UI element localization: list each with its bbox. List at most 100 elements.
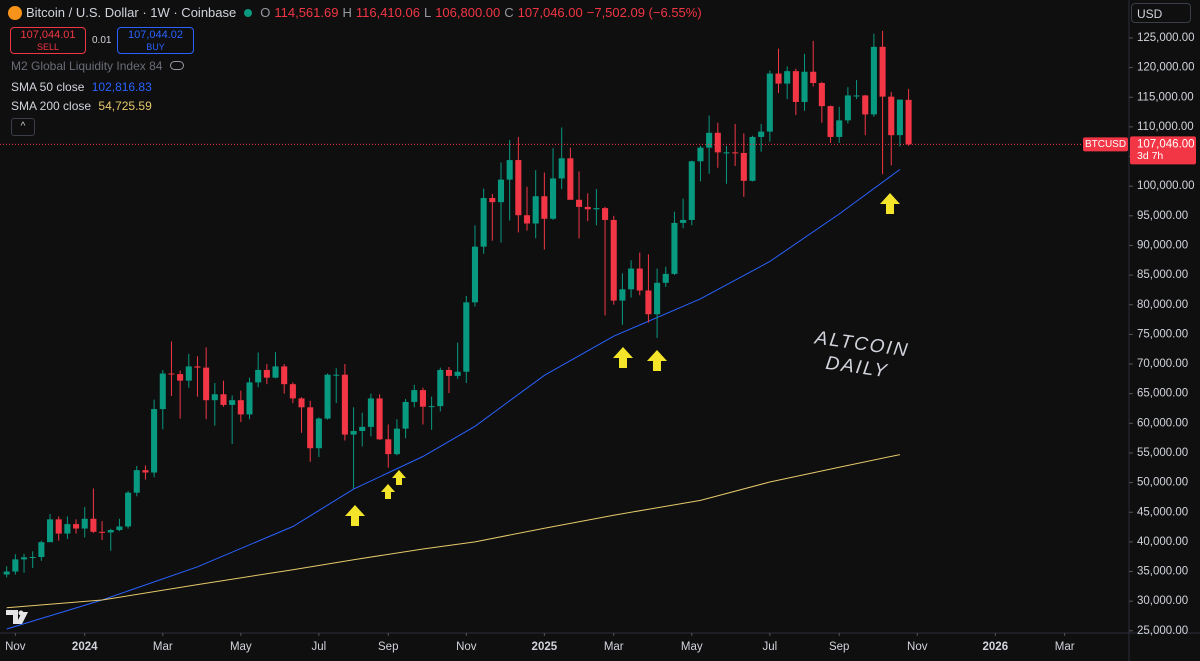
candle-body: [307, 407, 314, 449]
tv-logo: [6, 610, 28, 624]
candle-body: [38, 542, 45, 558]
x-tick-label: 2025: [532, 641, 558, 653]
candle-body: [341, 374, 348, 435]
buy-button[interactable]: 107,044.02 BUY: [117, 27, 194, 54]
arrow: [880, 193, 900, 214]
candle-body: [862, 95, 869, 115]
ohlc-value: 116,410.06: [355, 5, 420, 20]
candle-body: [99, 531, 106, 533]
symbol-title[interactable]: Bitcoin / U.S. Dollar · 1W · Coinbase: [26, 5, 237, 20]
candle-body: [29, 557, 36, 559]
candle-body: [576, 199, 583, 207]
candle-body: [758, 131, 765, 137]
currency-select[interactable]: USD: [1131, 3, 1191, 23]
candle-body: [844, 95, 851, 121]
candle-body: [740, 152, 747, 181]
candle-body: [324, 374, 331, 419]
indicator-row[interactable]: M2 Global Liquidity Index 84: [11, 59, 184, 73]
ohlc-value: 114,561.69: [274, 5, 339, 20]
candle-body: [281, 366, 288, 385]
candle-body: [541, 196, 548, 219]
candle-body: [784, 71, 791, 84]
indicator-value: 54,725.59: [98, 99, 152, 113]
candle-body: [879, 46, 886, 97]
candle-body: [315, 418, 322, 449]
collapse-button[interactable]: ^: [11, 118, 35, 136]
y-tick-label: 100,000.00: [1137, 180, 1195, 192]
x-tick-label: Sep: [378, 641, 398, 653]
indicator-row[interactable]: SMA 200 close 54,725.59: [11, 99, 152, 113]
candle-body: [125, 492, 132, 527]
x-tick-label: Nov: [456, 641, 477, 653]
ohlc-value: 107,046.00: [517, 5, 583, 20]
y-tick-label: 95,000.00: [1137, 210, 1188, 222]
y-tick-label: 45,000.00: [1137, 506, 1188, 518]
candle-body: [766, 73, 773, 132]
y-tick-label: 65,000.00: [1137, 388, 1188, 400]
candle-body: [376, 398, 383, 440]
hidden-icon[interactable]: [169, 61, 184, 70]
y-tick-label: 25,000.00: [1137, 625, 1188, 637]
y-tick-label: 35,000.00: [1137, 566, 1188, 578]
y-tick-label: 70,000.00: [1137, 358, 1188, 370]
x-tick-label: Mar: [1055, 641, 1075, 653]
candle-body: [454, 371, 461, 376]
candle-body: [393, 428, 400, 455]
candle-body: [567, 158, 574, 200]
y-tick-label: 110,000.00: [1137, 121, 1194, 133]
x-tick-label: Jul: [312, 641, 327, 653]
candle-body: [419, 390, 426, 407]
candle-body: [827, 106, 834, 137]
candle-body: [732, 152, 739, 154]
candle-body: [602, 208, 609, 220]
x-tick-label: Nov: [907, 641, 928, 653]
indicator-name: SMA 200 close: [11, 99, 92, 113]
x-tick-label: May: [681, 641, 703, 653]
candle-body: [237, 400, 244, 415]
ohlc-label: H: [342, 5, 352, 20]
candle-body: [359, 426, 366, 432]
currency: USD: [1137, 7, 1163, 21]
symbol-label: BTCUSD: [1085, 139, 1126, 150]
candle-body: [20, 557, 28, 560]
logo-part: [16, 612, 28, 624]
candle-body: [47, 519, 54, 543]
x-tick-label: Mar: [153, 641, 173, 653]
sell-button[interactable]: 107,044.01 SELL: [10, 27, 86, 54]
x-tick-label: Nov: [5, 641, 26, 653]
candle-body: [801, 71, 808, 102]
candle-body: [619, 289, 626, 301]
candle-body: [792, 71, 799, 102]
candle-body: [211, 394, 218, 401]
candle-body: [220, 394, 227, 405]
buy-price: 107,044.02: [127, 29, 184, 41]
candle-body: [645, 290, 652, 315]
candle-body: [64, 524, 71, 534]
change: −7,502.09 (−6.55%): [586, 5, 702, 20]
ohlc-value: 106,800.00: [435, 5, 501, 20]
candle-body: [272, 366, 279, 378]
candle-body: [714, 132, 721, 153]
sma-line: [6, 454, 901, 609]
y-tick-label: 50,000.00: [1137, 477, 1188, 489]
y-tick-label: 55,000.00: [1137, 447, 1188, 459]
indicator-name: SMA 50 close: [11, 80, 85, 94]
arrow: [392, 470, 406, 485]
y-tick-label: 120,000.00: [1137, 62, 1195, 74]
candle-body: [3, 571, 10, 575]
candle-body: [428, 406, 435, 408]
candle-body: [870, 46, 877, 115]
candle-body: [385, 439, 392, 455]
arrow: [381, 484, 395, 499]
price-tag: [1130, 136, 1196, 165]
candle-body: [367, 398, 374, 427]
candle-body: [628, 268, 635, 290]
candle-body: [246, 382, 253, 415]
candle-body: [463, 302, 470, 372]
indicator-row[interactable]: SMA 50 close 102,816.83: [11, 80, 152, 94]
indicator-name: M2 Global Liquidity Index 84: [11, 59, 163, 73]
candle-body: [116, 526, 123, 531]
candle-body: [289, 384, 296, 399]
